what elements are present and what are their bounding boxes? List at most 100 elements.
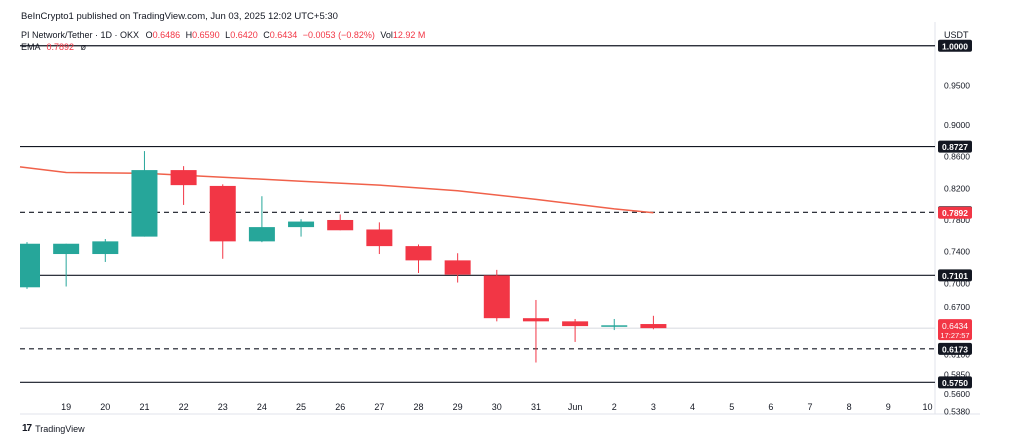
candle-body [562, 321, 589, 327]
change-value: −0.0053 (−0.82%) [302, 30, 375, 40]
x-tick-label: 26 [335, 402, 345, 412]
tradingview-logo[interactable]: 17 TradingView [22, 423, 85, 434]
y-tick-label: 0.5380 [944, 407, 970, 417]
ema-price-tag-bg [938, 206, 972, 219]
low-label: L [225, 30, 231, 40]
tradingview-logo-icon: 17 [22, 423, 32, 434]
candle [601, 318, 628, 331]
y-tick-label: 0.8600 [944, 152, 970, 162]
candle [366, 222, 393, 255]
x-tick-label: 30 [492, 402, 502, 412]
candles [20, 151, 667, 363]
candle [640, 315, 667, 330]
y-tick-label: 0.7000 [944, 278, 970, 288]
open-label: O [145, 30, 153, 40]
price-tags: 1.00000.87270.78970.71010.61730.57500.78… [938, 39, 972, 389]
level-price-tag-bg [938, 269, 972, 282]
level-price-tag: 0.6173 [938, 342, 972, 355]
candle-body [248, 227, 275, 242]
x-tick-label: 8 [847, 402, 852, 412]
level-price-tag-bg [938, 39, 972, 52]
candle-body [640, 324, 667, 329]
candle [444, 253, 471, 283]
candle [562, 318, 589, 342]
y-tick-label: 0.5850 [944, 369, 970, 379]
x-tick-label: 9 [886, 402, 891, 412]
x-tick-label: 10 [922, 402, 932, 412]
candle [522, 299, 549, 363]
volume-label: Vol [380, 30, 393, 40]
x-tick-label: 23 [218, 402, 228, 412]
level-price-tag-bg [938, 342, 972, 355]
candle-body [288, 221, 315, 228]
level-price-tag-text: 1.0000 [942, 41, 968, 51]
candle-body [170, 170, 197, 186]
x-tick-label: 29 [453, 402, 463, 412]
ema-legend[interactable]: EMA 0.7892 ø [21, 42, 86, 52]
y-tick-label: 0.7800 [944, 215, 970, 225]
candle-body [327, 219, 354, 231]
publish-note: BeInCrypto1 published on TradingView.com… [21, 11, 338, 22]
candle-body [209, 185, 236, 242]
bar-countdown: 17:27:57 [940, 331, 969, 340]
ema-line [19, 166, 654, 214]
candle [248, 196, 275, 243]
volume-value: 12.92 M [392, 30, 426, 40]
candle [405, 244, 432, 274]
ema-price-tag: 0.7892 [938, 206, 972, 219]
y-tick-label: 0.7400 [944, 247, 970, 257]
ema-line-group [19, 166, 654, 214]
x-tick-label: 21 [139, 402, 149, 412]
eye-off-icon[interactable]: ø [80, 42, 87, 52]
x-tick-label: 25 [296, 402, 306, 412]
candle [20, 242, 40, 289]
ema-price-tag-text: 0.7892 [942, 208, 968, 218]
candle-body [92, 241, 119, 255]
level-price-tag-text: 0.5750 [942, 378, 968, 388]
x-tick-label: 28 [413, 402, 423, 412]
price-axis[interactable]: 0.9500 0.9000 0.8600 0.8200 0.7800 0.7400 0.70… [944, 80, 970, 416]
candle [170, 166, 197, 205]
y-tick-label: 0.6700 [944, 302, 970, 312]
last-price-tag-bg [938, 319, 972, 341]
candle-body [131, 170, 158, 237]
last-price-value: 0.6434 [942, 321, 968, 331]
candle [327, 214, 354, 231]
high-value: 0.6590 [192, 30, 220, 40]
symbol-name[interactable]: PI Network/Tether · 1D · OKX [21, 30, 140, 40]
level-price-tag: 1.0000 [938, 39, 972, 52]
y-tick-label: 0.8200 [944, 183, 970, 193]
level-price-tag-text: 0.6173 [942, 344, 968, 354]
candle-body [405, 246, 432, 261]
candle [53, 243, 80, 287]
currency-label[interactable]: USDT [944, 30, 969, 40]
x-tick-label: 4 [690, 402, 695, 412]
candle [92, 238, 119, 262]
symbol-legend: PI Network/Tether · 1D · OKX O0.6486 H0.… [21, 30, 425, 40]
level-price-tag-bg [938, 376, 972, 389]
plot-area[interactable] [20, 22, 935, 414]
level-price-tag-text: 0.7101 [942, 271, 968, 281]
low-value: 0.6420 [230, 30, 258, 40]
ema-value: 0.7892 [46, 42, 75, 52]
open-value: 0.6486 [152, 30, 181, 40]
ema-label: EMA [21, 42, 41, 52]
time-axis[interactable]: 19 20 21 22 23 24 25 26 27 28 29 30 31 Jun 2 3 4 5 6 7 8 9 10 [61, 402, 932, 412]
tradingview-logo-text: TradingView [35, 423, 85, 434]
x-tick-label: Jun [568, 402, 583, 412]
candle [209, 184, 236, 259]
x-tick-label: 2 [612, 402, 617, 412]
y-tick-label: 0.9500 [944, 80, 970, 90]
candle-body [483, 275, 510, 319]
close-value: 0.6434 [269, 30, 298, 40]
candle [288, 219, 315, 237]
candle-body [444, 260, 471, 275]
x-tick-label: 27 [374, 402, 384, 412]
x-tick-label: 24 [257, 402, 267, 412]
candle-body [53, 243, 80, 255]
candle [131, 151, 158, 237]
x-tick-label: 20 [100, 402, 110, 412]
level-price-tag: 0.7101 [938, 269, 972, 282]
candle-body [601, 325, 628, 327]
